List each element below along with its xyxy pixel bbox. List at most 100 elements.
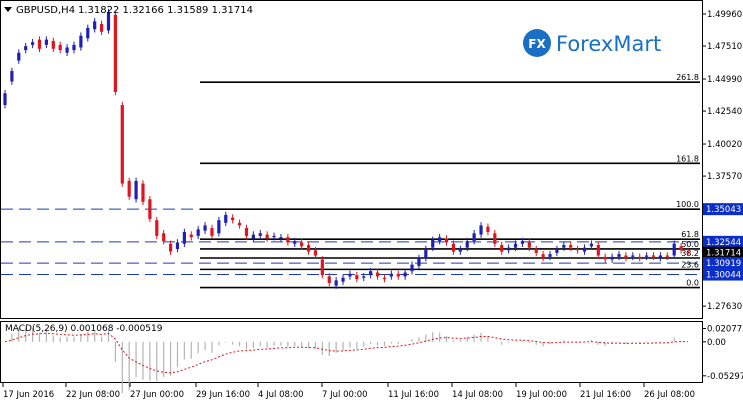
price-badge [703, 268, 743, 281]
candle-body [465, 241, 469, 248]
candle-body [251, 234, 255, 239]
candle-body [265, 234, 269, 239]
candle-body [403, 272, 407, 277]
candle-body [624, 255, 628, 259]
price-badge-label: 1.35043 [706, 205, 741, 215]
candle-body [438, 237, 442, 242]
candle-body [293, 241, 297, 244]
fib-level-label: 23.6 [681, 260, 699, 269]
candle-body [355, 275, 359, 280]
collapse-triangle-icon[interactable] [4, 7, 12, 12]
candle-body [65, 47, 69, 53]
time-tick-label: 7 Jul 00:00 [322, 390, 368, 400]
forexmart-logo: FX ForexMart [523, 29, 661, 57]
candle-body [127, 180, 131, 197]
candle-body [155, 220, 159, 236]
candle-body [37, 39, 42, 49]
macd-tick-label: -0.052974 [707, 372, 743, 382]
candle-body [672, 243, 676, 256]
candle-body [217, 220, 221, 234]
fib-level-label: 161.8 [676, 154, 699, 163]
time-tick-label: 14 Jul 08:00 [452, 390, 503, 400]
macd-tick-label: 0.020775 [707, 324, 743, 334]
candle-body [576, 248, 580, 251]
candle-body [44, 39, 48, 45]
candle-body [493, 233, 497, 244]
forexmart-logo-icon [523, 29, 551, 57]
candle-body [362, 276, 366, 278]
candle-body [10, 71, 14, 82]
candle-body [603, 256, 607, 260]
candle-body [479, 225, 483, 235]
candle-body [182, 231, 186, 244]
candle-body [30, 42, 35, 45]
candle-body [327, 276, 331, 283]
candle-body [3, 93, 7, 106]
candle-body [431, 239, 435, 248]
candle-body [507, 247, 511, 251]
candle-body [534, 248, 538, 253]
time-tick-label: 21 Jul 16:00 [580, 390, 631, 400]
candle-body [168, 243, 173, 252]
candle-body [513, 243, 518, 248]
macd-signal-line [4, 332, 689, 374]
candle-body [300, 242, 304, 247]
candle-body [210, 228, 214, 236]
time-axis: 17 Jun 2016 22 Jun 08:00 27 Jun 00:00 29 Ju… [2, 383, 695, 400]
fib-level-label: 61.8 [681, 230, 699, 239]
price-badge-label: 1.31714 [706, 249, 741, 259]
price-tick-label: 1.37570 [707, 172, 742, 182]
candle-body [113, 14, 117, 92]
candle-body [382, 277, 387, 280]
candle-body [548, 254, 552, 257]
candle-body [224, 214, 228, 223]
candle-body [569, 245, 573, 248]
candle-body [610, 256, 614, 260]
candle-body [24, 46, 28, 51]
fibonacci-levels[interactable]: 261.8 161.8 100.0 61.850.038.2 23.6 0.0 [200, 73, 700, 289]
candle-body [120, 105, 124, 184]
candle-body [334, 280, 338, 286]
candle-body [237, 222, 242, 226]
candle-body [665, 255, 669, 257]
candle-body [244, 228, 249, 236]
candle-body [175, 242, 180, 249]
candle-body [369, 271, 373, 276]
candle-body [472, 233, 476, 242]
candle-body [500, 245, 504, 252]
price-badge [703, 235, 743, 248]
fib-level-label: 50.0 [681, 240, 699, 249]
candle-body [444, 238, 449, 243]
time-tick-label: 26 Jul 08:00 [644, 390, 695, 400]
candle-body [541, 254, 545, 259]
candle-body [417, 258, 421, 266]
time-tick-label: 17 Jun 2016 [3, 390, 54, 400]
candle-body [106, 12, 111, 31]
time-tick-label: 27 Jun 00:00 [130, 390, 184, 400]
symbol-label: GBPUSD,H4 [16, 5, 75, 16]
candle-body [341, 277, 345, 282]
logo-mark-text: FX [528, 37, 546, 51]
macd-pane-frame [0, 321, 703, 383]
candle-body [555, 248, 559, 253]
price-tick-label: 1.47510 [707, 42, 742, 52]
macd-indicator: 0.020775 0.00 -0.052974 [4, 324, 743, 394]
macd-label: MACD(5,26,9) 0.001068 -0.000519 [5, 324, 163, 334]
candle-body [51, 40, 55, 49]
price-tick-label: 1.44990 [707, 75, 742, 85]
candle-body [589, 243, 594, 247]
candle-body [162, 233, 166, 242]
candle-body [686, 251, 690, 253]
candle-body [617, 254, 621, 257]
time-tick-label: 11 Jul 16:00 [388, 390, 439, 400]
candle-body [189, 234, 193, 238]
candle-body [527, 242, 531, 248]
candlestick-series [3, 8, 690, 289]
candle-body [279, 237, 283, 239]
candle-body [638, 256, 642, 259]
price-tick-label: 1.27630 [707, 302, 742, 312]
price-badge [703, 257, 743, 270]
